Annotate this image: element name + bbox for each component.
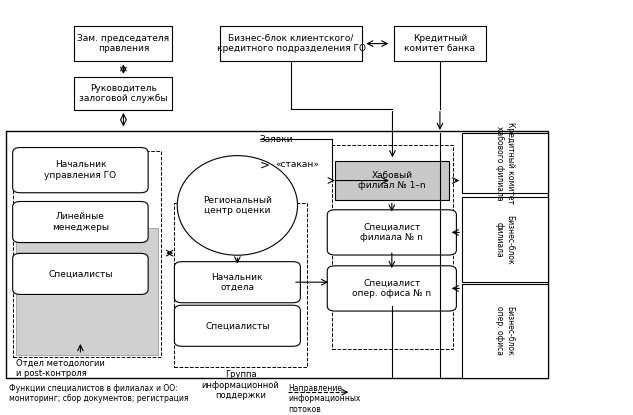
Text: Направление
информационных
потоков: Направление информационных потоков <box>288 384 360 414</box>
FancyBboxPatch shape <box>13 253 148 295</box>
FancyBboxPatch shape <box>16 228 158 355</box>
Text: Группа
информационной
поддержки: Группа информационной поддержки <box>202 370 279 400</box>
Text: Бизнес-блок
филиала: Бизнес-блок филиала <box>495 215 515 264</box>
Text: Начальник
отдела: Начальник отдела <box>211 273 263 292</box>
FancyBboxPatch shape <box>6 131 548 378</box>
FancyBboxPatch shape <box>13 148 148 193</box>
FancyBboxPatch shape <box>335 161 449 200</box>
FancyBboxPatch shape <box>13 151 161 357</box>
FancyBboxPatch shape <box>75 77 172 110</box>
Text: Бизнес-блок клиентского/
кредитного подразделения ГО: Бизнес-блок клиентского/ кредитного подр… <box>216 34 366 53</box>
Text: Специалист
филиала № n: Специалист филиала № n <box>360 223 423 242</box>
FancyBboxPatch shape <box>394 26 486 61</box>
FancyBboxPatch shape <box>13 201 148 242</box>
FancyBboxPatch shape <box>174 203 307 367</box>
FancyBboxPatch shape <box>462 197 548 282</box>
Text: Бизнес-блок
опер. офиса: Бизнес-блок опер. офиса <box>495 306 515 356</box>
Text: Заявки: Заявки <box>260 134 293 144</box>
Text: Специалисты: Специалисты <box>205 321 270 330</box>
FancyBboxPatch shape <box>220 26 362 61</box>
Ellipse shape <box>177 156 298 255</box>
FancyBboxPatch shape <box>462 133 548 193</box>
Text: Специалисты: Специалисты <box>48 269 113 278</box>
FancyBboxPatch shape <box>327 266 456 311</box>
Text: Хабовый
филиал № 1–n: Хабовый филиал № 1–n <box>358 171 425 190</box>
Text: Специалист
опер. офиса № n: Специалист опер. офиса № n <box>352 279 432 298</box>
FancyBboxPatch shape <box>332 145 453 349</box>
Text: Зам. председателя
правления: Зам. председателя правления <box>77 34 170 53</box>
Text: Линейные
менеджеры: Линейные менеджеры <box>52 212 109 232</box>
Text: >: > <box>260 158 270 171</box>
Text: Функции специалистов в филиалах и ОО:
мониторинг; сбор документов; регистрация: Функции специалистов в филиалах и ОО: мо… <box>9 384 189 403</box>
Text: Региональный
центр оценки: Региональный центр оценки <box>203 196 272 215</box>
Text: Начальник
управления ГО: Начальник управления ГО <box>44 161 116 180</box>
Text: Кредитный комитет
хабового филиала: Кредитный комитет хабового филиала <box>495 122 515 204</box>
FancyBboxPatch shape <box>75 26 172 61</box>
Text: Кредитный
комитет банка: Кредитный комитет банка <box>404 34 475 53</box>
FancyBboxPatch shape <box>327 210 456 255</box>
FancyBboxPatch shape <box>462 284 548 378</box>
Text: Руководитель
залоговой службы: Руководитель залоговой службы <box>79 84 168 103</box>
FancyBboxPatch shape <box>174 261 300 303</box>
FancyBboxPatch shape <box>174 305 300 346</box>
Text: Отдел методологии
и post-контроля: Отдел методологии и post-контроля <box>16 359 104 378</box>
Text: «стакан»: «стакан» <box>275 160 320 169</box>
